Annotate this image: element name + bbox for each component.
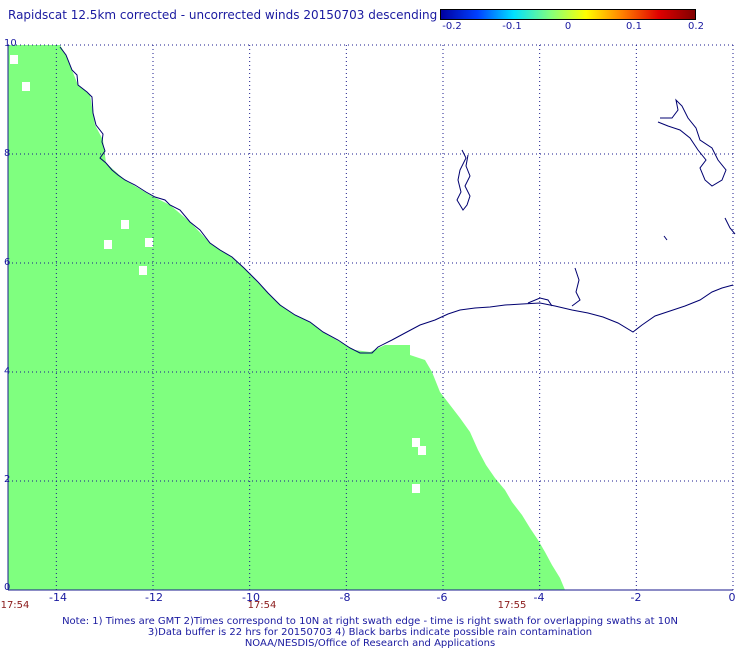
- swath-time-label: 17:54: [0, 600, 30, 611]
- lon-tick-label: -8: [339, 591, 351, 604]
- lon-tick-label: -10: [242, 591, 260, 604]
- swath-coverage-area: [8, 45, 565, 590]
- colorbar-tick: -0.1: [502, 21, 522, 32]
- wind-swath: [8, 45, 565, 590]
- lake-volta-outline: [456, 149, 471, 211]
- colorbar-tick: 0.2: [688, 21, 704, 32]
- missing-data-cell: [10, 55, 18, 64]
- colorbar-tick: 0.1: [626, 21, 642, 32]
- missing-data-cell: [145, 238, 153, 247]
- lat-tick-label: 8: [4, 148, 11, 159]
- missing-data-cell: [22, 82, 30, 91]
- missing-data-cell: [121, 220, 129, 229]
- lon-tick-label: -6: [436, 591, 448, 604]
- lat-tick-label: 6: [4, 257, 11, 268]
- missing-data-cell: [412, 438, 420, 447]
- footnote-line-1: Note: 1) Times are GMT 2)Times correspon…: [62, 616, 678, 627]
- west-africa-coastline: [59, 46, 734, 354]
- lat-tick-label: 0: [4, 582, 11, 593]
- lon-tick-label: -4: [533, 591, 545, 604]
- lon-tick-label: -12: [145, 591, 163, 604]
- lon-tick-label: 0: [728, 591, 736, 604]
- lon-tick-label: -14: [49, 591, 67, 604]
- lat-lon-grid: [7, 44, 734, 591]
- colorbar-tick: 0: [564, 21, 572, 32]
- colorbar: [440, 9, 696, 20]
- swath-time-label: 17:55: [497, 600, 527, 611]
- footnote-credit: NOAA/NESDIS/Office of Research and Appli…: [244, 638, 496, 649]
- coastal-inlet-outline: [724, 217, 736, 235]
- lat-tick-label: 10: [4, 38, 17, 49]
- coastal-lagoon-outline: [527, 297, 553, 307]
- lat-tick-label: 4: [4, 366, 11, 377]
- missing-data-cell: [412, 484, 420, 493]
- lat-tick-label: 2: [4, 474, 11, 485]
- footnote-line-2: 3)Data buffer is 22 hrs for 20150703 4) …: [147, 627, 593, 638]
- missing-data-cell: [139, 266, 147, 275]
- missing-data-cell: [104, 240, 112, 249]
- figure-title: Rapidscat 12.5km corrected - uncorrected…: [8, 8, 438, 22]
- coastline: [59, 46, 736, 354]
- lagos-lagoon-outline: [657, 98, 727, 187]
- inland-water-outline: [663, 235, 668, 241]
- lon-tick-label: -2: [630, 591, 642, 604]
- missing-data-cell: [418, 446, 426, 455]
- swath-time-label: 17:54: [247, 600, 277, 611]
- river-delta-outline: [571, 267, 581, 307]
- colorbar-tick: -0.2: [442, 21, 462, 32]
